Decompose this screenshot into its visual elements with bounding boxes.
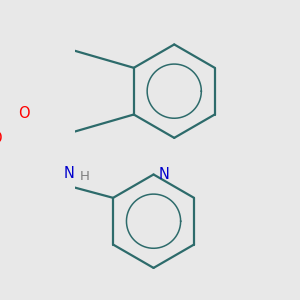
Text: H: H — [80, 170, 89, 183]
Text: O: O — [18, 106, 29, 121]
Text: N: N — [63, 166, 74, 181]
Text: N: N — [159, 167, 170, 182]
Text: O: O — [0, 131, 2, 146]
